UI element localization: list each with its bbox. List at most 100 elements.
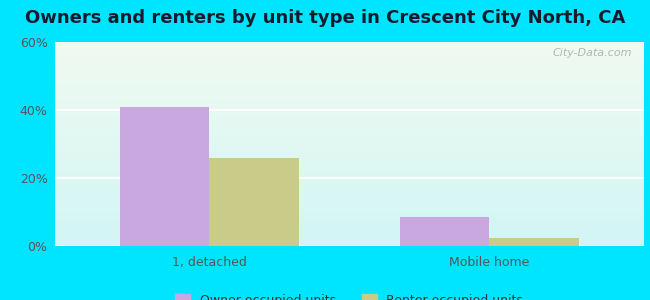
Bar: [55, 134, 644, 136]
Bar: [55, 211, 644, 213]
Bar: [55, 236, 644, 238]
Bar: [55, 152, 644, 154]
Bar: [55, 81, 644, 83]
Bar: [55, 156, 644, 158]
Bar: [55, 193, 644, 195]
Bar: [55, 201, 644, 203]
Bar: [55, 169, 644, 170]
Bar: [55, 122, 644, 124]
Bar: [489, 238, 579, 246]
Text: Owners and renters by unit type in Crescent City North, CA: Owners and renters by unit type in Cresc…: [25, 9, 625, 27]
Bar: [55, 48, 644, 50]
Bar: [55, 226, 644, 228]
Bar: [55, 124, 644, 126]
Bar: [55, 172, 644, 175]
Bar: [55, 52, 644, 54]
Bar: [55, 62, 644, 64]
Bar: [55, 177, 644, 179]
Bar: [55, 101, 644, 103]
Bar: [55, 164, 644, 166]
Bar: [55, 95, 644, 97]
Bar: [55, 181, 644, 183]
Bar: [400, 217, 489, 246]
Bar: [55, 50, 644, 52]
Bar: [55, 111, 644, 113]
Bar: [55, 132, 644, 134]
Bar: [55, 179, 644, 181]
Bar: [55, 116, 644, 118]
Bar: [55, 158, 644, 160]
Bar: [55, 175, 644, 177]
Bar: [55, 56, 644, 58]
Bar: [55, 103, 644, 105]
Bar: [55, 185, 644, 187]
Bar: [55, 154, 644, 156]
Bar: [55, 119, 644, 122]
Bar: [55, 224, 644, 226]
Bar: [55, 230, 644, 232]
Bar: [55, 64, 644, 67]
Bar: [55, 77, 644, 79]
Bar: [55, 195, 644, 197]
Bar: [55, 215, 644, 217]
Legend: Owner occupied units, Renter occupied units: Owner occupied units, Renter occupied un…: [170, 289, 528, 300]
Text: City-Data.com: City-Data.com: [552, 48, 632, 58]
Bar: [55, 128, 644, 130]
Bar: [55, 167, 644, 169]
Bar: [209, 158, 299, 246]
Bar: [55, 105, 644, 107]
Bar: [55, 42, 644, 44]
Bar: [55, 58, 644, 60]
Bar: [55, 109, 644, 111]
Bar: [55, 207, 644, 209]
Bar: [55, 60, 644, 62]
Bar: [55, 130, 644, 132]
Bar: [55, 189, 644, 191]
Bar: [55, 44, 644, 46]
Bar: [55, 83, 644, 85]
Bar: [55, 46, 644, 48]
Bar: [120, 106, 209, 246]
Bar: [55, 148, 644, 150]
Bar: [55, 73, 644, 75]
Bar: [55, 160, 644, 162]
Bar: [55, 54, 644, 56]
Bar: [55, 213, 644, 215]
Bar: [55, 67, 644, 68]
Bar: [55, 144, 644, 146]
Bar: [55, 142, 644, 144]
Bar: [55, 138, 644, 140]
Bar: [55, 126, 644, 128]
Bar: [55, 221, 644, 224]
Bar: [55, 197, 644, 199]
Bar: [55, 146, 644, 148]
Bar: [55, 70, 644, 73]
Bar: [55, 228, 644, 230]
Bar: [55, 220, 644, 221]
Bar: [55, 113, 644, 116]
Bar: [55, 191, 644, 193]
Bar: [55, 199, 644, 201]
Bar: [55, 150, 644, 152]
Bar: [55, 170, 644, 172]
Bar: [55, 183, 644, 185]
Bar: [55, 218, 644, 220]
Bar: [55, 187, 644, 189]
Bar: [55, 97, 644, 99]
Bar: [55, 99, 644, 101]
Bar: [55, 203, 644, 205]
Bar: [55, 240, 644, 242]
Bar: [55, 118, 644, 119]
Bar: [55, 91, 644, 93]
Bar: [55, 89, 644, 91]
Bar: [55, 234, 644, 236]
Bar: [55, 162, 644, 164]
Bar: [55, 242, 644, 244]
Bar: [55, 87, 644, 89]
Bar: [55, 205, 644, 207]
Bar: [55, 68, 644, 70]
Bar: [55, 209, 644, 211]
Bar: [55, 85, 644, 87]
Bar: [55, 107, 644, 109]
Bar: [55, 93, 644, 95]
